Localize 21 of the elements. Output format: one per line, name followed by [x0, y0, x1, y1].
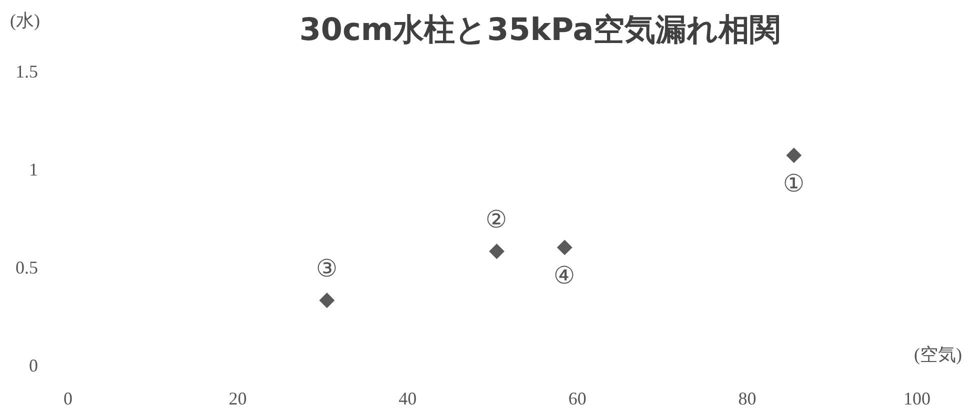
point [786, 148, 802, 163]
x-tick-label: 100 [904, 388, 930, 409]
annotation: ② [486, 208, 508, 234]
x-axis-title: (空気) [914, 344, 962, 365]
annotation: ④ [554, 264, 576, 290]
x-tick-label: 80 [738, 388, 756, 409]
y-tick-label: 0.5 [16, 258, 38, 278]
x-tick-label: 20 [228, 388, 247, 409]
y-tick-label: 1.5 [16, 62, 38, 82]
x-tick-label: 0 [64, 388, 72, 409]
point [557, 240, 572, 255]
point [489, 244, 504, 259]
y-axis-title: (水) [10, 10, 40, 31]
y-tick-label: 0 [29, 356, 38, 376]
x-tick-label: 40 [398, 388, 417, 409]
annotation: ③ [316, 256, 338, 283]
point [319, 292, 334, 308]
y-tick-label: 1 [29, 160, 38, 180]
x-tick-label: 60 [568, 388, 586, 409]
chart-title: 30cm水柱と35kPa空気漏れ相関 [299, 12, 781, 48]
annotation: ① [782, 172, 805, 198]
